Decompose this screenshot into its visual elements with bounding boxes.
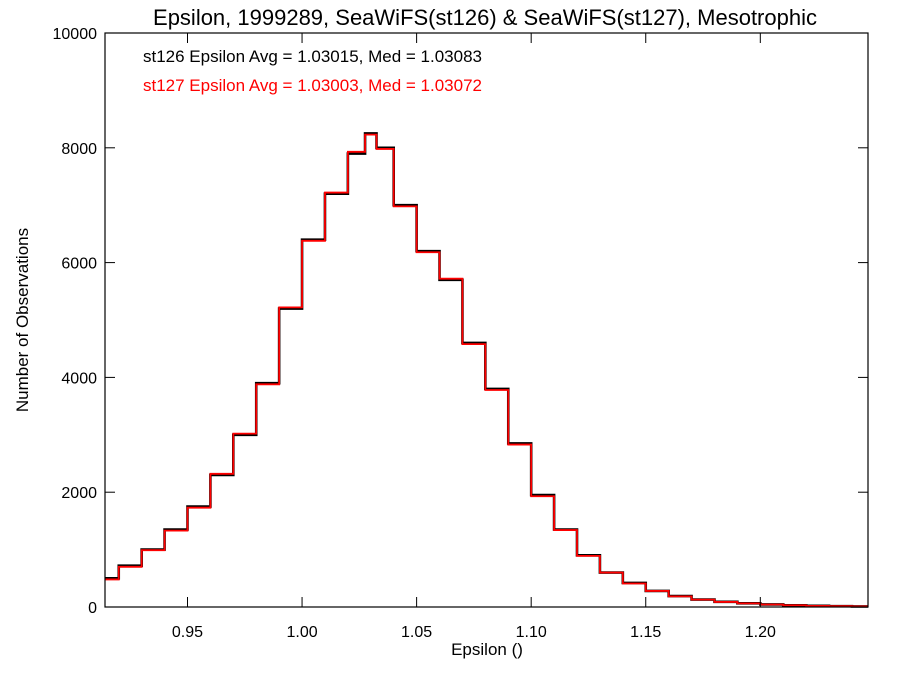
x-tick-label: 1.05 [401,624,432,641]
series-line-st126 [105,132,868,608]
x-tick-label: 1.20 [745,624,776,641]
annotation-st126: st126 Epsilon Avg = 1.03015, Med = 1.030… [143,47,482,66]
y-axis-ticks: 0 2000 4000 6000 8000 10000 [53,26,868,617]
x-axis-ticks: 0.95 1.00 1.05 1.10 1.15 1.20 [172,33,776,641]
x-tick-label: 1.00 [286,624,317,641]
x-tick-label: 1.15 [630,624,661,641]
x-tick-label: 0.95 [172,624,203,641]
y-tick-label: 6000 [61,256,97,273]
y-tick-label: 8000 [61,141,97,158]
y-tick-label: 10000 [53,26,98,43]
annotation-st127: st127 Epsilon Avg = 1.03003, Med = 1.030… [143,76,482,95]
y-tick-label: 4000 [61,370,97,387]
plot-frame [104,32,869,608]
y-tick-label: 2000 [61,485,97,502]
y-axis-label: Number of Observations [13,228,32,412]
x-axis-label: Epsilon () [451,640,523,659]
chart-title: Epsilon, 1999289, SeaWiFS(st126) & SeaWi… [153,5,817,30]
series-line-st127 [105,133,868,608]
x-tick-label: 1.10 [516,624,547,641]
y-tick-label: 0 [88,600,97,617]
series-layer [105,132,868,608]
